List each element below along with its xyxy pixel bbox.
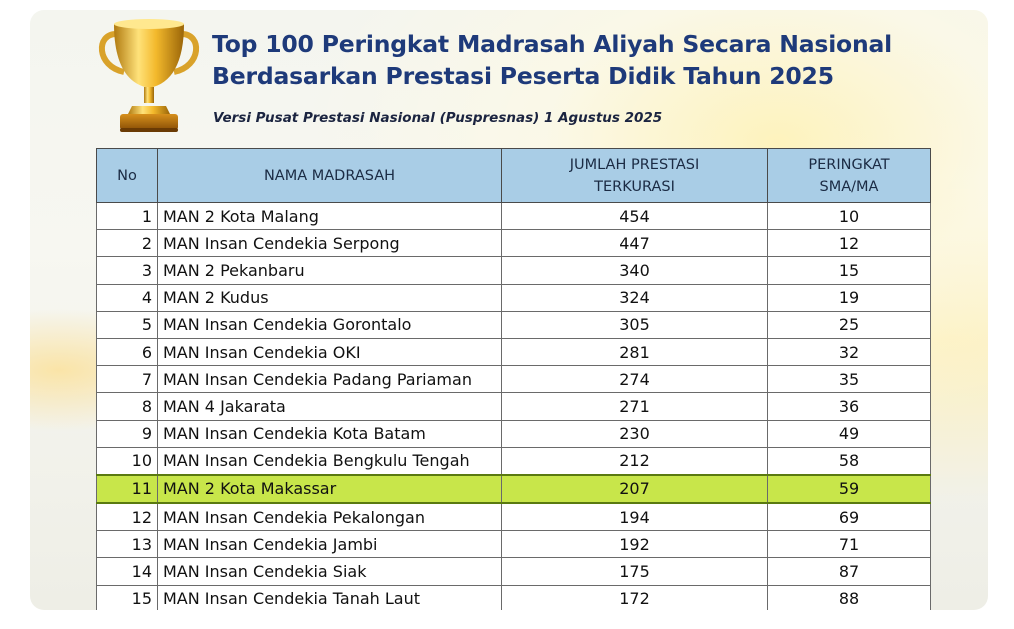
cell-rank: 58 bbox=[767, 446, 931, 476]
header-count-line-2: TERKURASI bbox=[594, 178, 675, 195]
ranking-table: No NAMA MADRASAH JUMLAH PRESTASI TERKURA… bbox=[96, 148, 931, 610]
cell-name: MAN Insan Cendekia Tanah Laut bbox=[157, 584, 502, 610]
table-row: 14 MAN Insan Cendekia Siak 175 87 bbox=[96, 557, 931, 586]
header-rank: PERINGKAT SMA/MA bbox=[767, 148, 931, 203]
ranking-card: Top 100 Peringkat Madrasah Aliyah Secara… bbox=[30, 10, 988, 610]
table-row: 3 MAN 2 Pekanbaru 340 15 bbox=[96, 256, 931, 285]
cell-name: MAN Insan Cendekia Kota Batam bbox=[157, 419, 502, 448]
cell-no: 6 bbox=[96, 337, 158, 367]
cell-name: MAN Insan Cendekia Jambi bbox=[157, 530, 502, 559]
cell-name: MAN 2 Kota Makassar bbox=[157, 473, 502, 505]
cell-no: 11 bbox=[96, 473, 158, 505]
cell-rank: 87 bbox=[767, 557, 931, 586]
cell-count: 305 bbox=[501, 310, 768, 339]
cell-count: 175 bbox=[501, 557, 768, 586]
cell-no: 3 bbox=[96, 256, 158, 285]
cell-count: 172 bbox=[501, 584, 768, 610]
cell-rank: 59 bbox=[767, 473, 931, 505]
cell-rank: 69 bbox=[767, 502, 931, 532]
cell-no: 8 bbox=[96, 392, 158, 421]
cell-rank: 35 bbox=[767, 365, 931, 394]
cell-rank: 25 bbox=[767, 310, 931, 339]
cell-rank: 10 bbox=[767, 201, 931, 231]
cell-name: MAN Insan Cendekia Siak bbox=[157, 557, 502, 586]
table-row: 6 MAN Insan Cendekia OKI 281 32 bbox=[96, 337, 931, 367]
header-rank-line-2: SMA/MA bbox=[819, 178, 879, 195]
cell-count: 340 bbox=[501, 256, 768, 285]
cell-name: MAN 2 Kudus bbox=[157, 283, 502, 312]
cell-no: 14 bbox=[96, 557, 158, 586]
cell-rank: 15 bbox=[767, 256, 931, 285]
cell-name: MAN Insan Cendekia Serpong bbox=[157, 229, 502, 258]
header-rank-line-1: PERINGKAT bbox=[808, 156, 890, 173]
cell-count: 281 bbox=[501, 337, 768, 367]
table-row-highlighted: 11 MAN 2 Kota Makassar 207 59 bbox=[96, 473, 931, 505]
cell-no: 5 bbox=[96, 310, 158, 339]
cell-name: MAN 2 Pekanbaru bbox=[157, 256, 502, 285]
title-line-2: Berdasarkan Prestasi Peserta Didik Tahun… bbox=[212, 62, 834, 90]
cell-name: MAN Insan Cendekia OKI bbox=[157, 337, 502, 367]
cell-count: 230 bbox=[501, 419, 768, 448]
table-row: 8 MAN 4 Jakarata 271 36 bbox=[96, 392, 931, 421]
header-count: JUMLAH PRESTASI TERKURASI bbox=[501, 148, 768, 203]
cell-count: 271 bbox=[501, 392, 768, 421]
cell-count: 212 bbox=[501, 446, 768, 476]
cell-rank: 49 bbox=[767, 419, 931, 448]
cell-no: 13 bbox=[96, 530, 158, 559]
cell-count: 324 bbox=[501, 283, 768, 312]
cell-no: 4 bbox=[96, 283, 158, 312]
table-row: 12 MAN Insan Cendekia Pekalongan 194 69 bbox=[96, 502, 931, 532]
cell-no: 2 bbox=[96, 229, 158, 258]
cell-name: MAN 4 Jakarata bbox=[157, 392, 502, 421]
cell-no: 9 bbox=[96, 419, 158, 448]
cell-count: 447 bbox=[501, 229, 768, 258]
table-row: 7 MAN Insan Cendekia Padang Pariaman 274 35 bbox=[96, 365, 931, 394]
cell-no: 7 bbox=[96, 365, 158, 394]
table-row: 15 MAN Insan Cendekia Tanah Laut 172 88 bbox=[96, 584, 931, 610]
table-row: 1 MAN 2 Kota Malang 454 10 bbox=[96, 201, 931, 231]
header-no: No bbox=[96, 148, 158, 203]
header-name: NAMA MADRASAH bbox=[157, 148, 502, 203]
table-row: 9 MAN Insan Cendekia Kota Batam 230 49 bbox=[96, 419, 931, 448]
cell-no: 15 bbox=[96, 584, 158, 610]
page-subtitle: Versi Pusat Prestasi Nasional (Puspresna… bbox=[213, 110, 663, 126]
cell-rank: 12 bbox=[767, 229, 931, 258]
cell-no: 1 bbox=[96, 201, 158, 231]
trophy-icon bbox=[98, 19, 200, 132]
cell-no: 12 bbox=[96, 502, 158, 532]
cell-name: MAN Insan Cendekia Gorontalo bbox=[157, 310, 502, 339]
cell-name: MAN Insan Cendekia Pekalongan bbox=[157, 502, 502, 532]
cell-no: 10 bbox=[96, 446, 158, 476]
cell-count: 207 bbox=[501, 473, 768, 505]
cell-count: 454 bbox=[501, 201, 768, 231]
title-line-1: Top 100 Peringkat Madrasah Aliyah Secara… bbox=[212, 30, 893, 58]
table-row: 10 MAN Insan Cendekia Bengkulu Tengah 212 5… bbox=[96, 446, 931, 476]
cell-name: MAN Insan Cendekia Padang Pariaman bbox=[157, 365, 502, 394]
table-row: 13 MAN Insan Cendekia Jambi 192 71 bbox=[96, 530, 931, 559]
cell-count: 274 bbox=[501, 365, 768, 394]
cell-count: 194 bbox=[501, 502, 768, 532]
cell-count: 192 bbox=[501, 530, 768, 559]
cell-rank: 32 bbox=[767, 337, 931, 367]
cell-rank: 71 bbox=[767, 530, 931, 559]
cell-rank: 19 bbox=[767, 283, 931, 312]
table-header-row: No NAMA MADRASAH JUMLAH PRESTASI TERKURA… bbox=[96, 148, 931, 203]
cell-name: MAN Insan Cendekia Bengkulu Tengah bbox=[157, 446, 502, 476]
table-row: 4 MAN 2 Kudus 324 19 bbox=[96, 283, 931, 312]
cell-rank: 88 bbox=[767, 584, 931, 610]
cell-name: MAN 2 Kota Malang bbox=[157, 201, 502, 231]
table-row: 5 MAN Insan Cendekia Gorontalo 305 25 bbox=[96, 310, 931, 339]
page-title: Top 100 Peringkat Madrasah Aliyah Secara… bbox=[212, 28, 892, 92]
header-count-line-1: JUMLAH PRESTASI bbox=[569, 156, 700, 173]
table-row: 2 MAN Insan Cendekia Serpong 447 12 bbox=[96, 229, 931, 258]
cell-rank: 36 bbox=[767, 392, 931, 421]
